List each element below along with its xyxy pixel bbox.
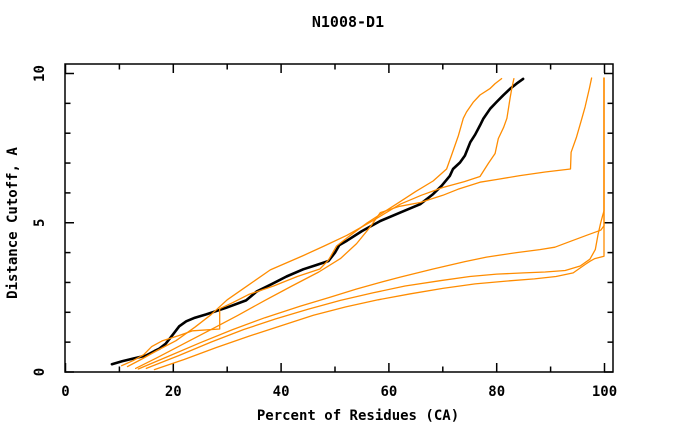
y-axis-label: Distance Cutoff, A xyxy=(5,147,21,299)
curve-orange-model-6 xyxy=(153,77,605,371)
x-tick-label: 0 xyxy=(61,384,69,400)
y-tick-label: 10 xyxy=(32,65,48,82)
tick-labels: 0 20 40 60 80 100 0 5 10 xyxy=(32,65,617,400)
curve-orange-model-4 xyxy=(137,77,605,370)
curve-black-model xyxy=(110,77,525,366)
y-tick-label: 0 xyxy=(32,368,48,376)
x-tick-label: 60 xyxy=(380,384,397,400)
x-tick-label: 100 xyxy=(592,384,617,400)
x-tick-label: 40 xyxy=(273,384,290,400)
y-tick-label: 5 xyxy=(32,219,48,227)
x-tick-label: 20 xyxy=(165,384,182,400)
plot-title: N1008-D1 xyxy=(312,13,384,31)
axes xyxy=(64,63,614,373)
x-axis-label: Percent of Residues (CA) xyxy=(257,408,459,424)
curve-orange-model-3 xyxy=(134,77,593,370)
plot-curves xyxy=(110,77,605,371)
curve-orange-model-5 xyxy=(145,77,605,370)
plot-frame xyxy=(64,63,614,373)
curve-orange-model-1 xyxy=(120,77,503,367)
x-tick-label: 80 xyxy=(488,384,505,400)
curve-orange-model-2 xyxy=(126,77,515,368)
